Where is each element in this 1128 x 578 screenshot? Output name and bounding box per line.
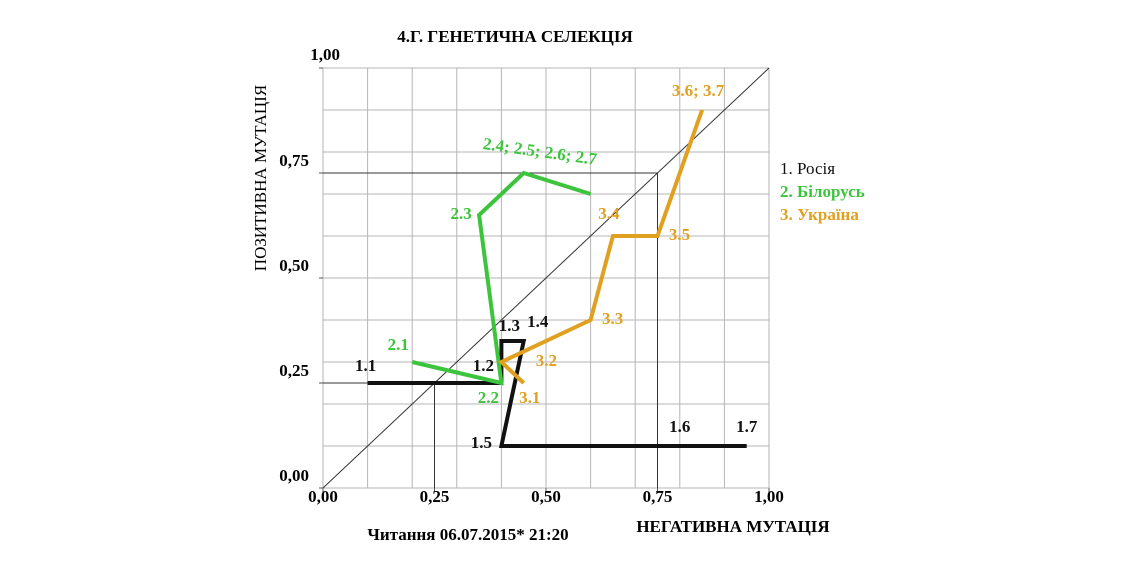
y-axis-label: ПОЗИТИВНА МУТАЦІЯ — [251, 85, 270, 271]
point-label: 2.4; 2.5; 2.6; 2.7 — [482, 134, 599, 169]
point-label: 2.3 — [450, 204, 471, 223]
legend-entry: 1. Росія — [780, 159, 835, 178]
point-label: 1.1 — [355, 356, 376, 375]
point-label: 2.2 — [478, 388, 499, 407]
legend-entry: 3. Україна — [780, 205, 859, 224]
x-tick-label: 0,00 — [308, 487, 338, 506]
diagonal-line — [322, 67, 770, 489]
y-tick-label: 0,25 — [279, 361, 309, 380]
chart-title: 4.Г. ГЕНЕТИЧНА СЕЛЕКЦІЯ — [397, 27, 633, 46]
point-label: 3.4 — [598, 204, 620, 223]
series-line — [497, 109, 704, 385]
legend-entry: 2. Білорусь — [780, 182, 865, 201]
x-tick-label: 0,25 — [420, 487, 450, 506]
y-tick-label: 1,00 — [310, 45, 340, 64]
footnote: Читання 06.07.2015* 21:20 — [367, 525, 568, 544]
point-label: 3.5 — [669, 225, 690, 244]
point-label: 1.3 — [499, 316, 520, 335]
point-label: 1.4 — [527, 312, 549, 331]
x-axis-label: НЕГАТИВНА МУТАЦІЯ — [636, 517, 829, 536]
y-tick-label: 0,00 — [279, 466, 309, 485]
point-label: 1.2 — [473, 356, 494, 375]
point-label: 3.2 — [536, 351, 557, 370]
point-label: 1.6 — [669, 417, 690, 436]
point-label: 3.1 — [519, 388, 540, 407]
point-label: 3.3 — [602, 309, 623, 328]
x-tick-label: 0,75 — [643, 487, 673, 506]
point-label: 3.6; 3.7 — [672, 81, 725, 100]
y-tick-label: 0,50 — [279, 256, 309, 275]
series-line — [411, 170, 592, 386]
point-label: 1.5 — [471, 433, 492, 452]
x-tick-label: 1,00 — [754, 487, 784, 506]
y-tick-label: 0,75 — [279, 151, 309, 170]
x-tick-label: 0,50 — [531, 487, 561, 506]
point-label: 2.1 — [388, 335, 409, 354]
point-label: 1.7 — [736, 417, 758, 436]
